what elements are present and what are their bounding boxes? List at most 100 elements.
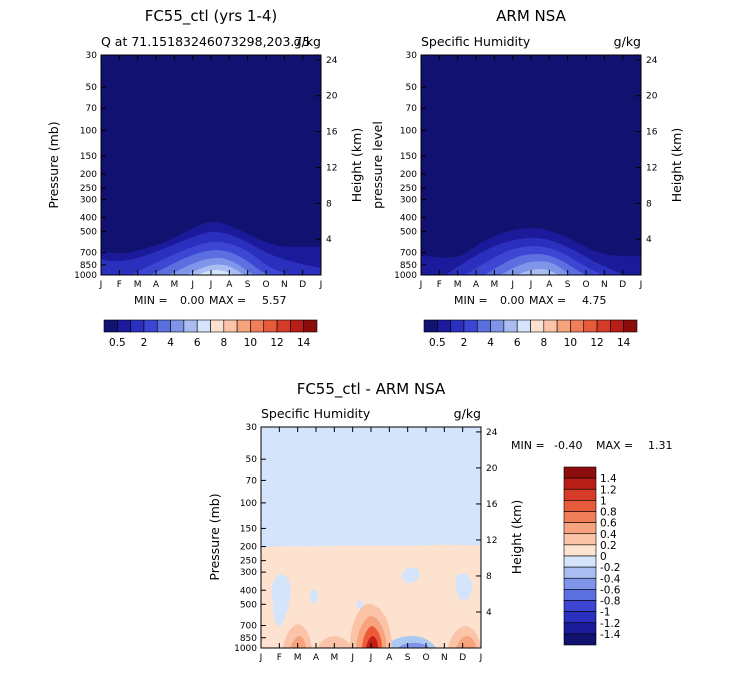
obs-ptick-label: 70	[406, 104, 418, 114]
panel-model-subtitle: Q at 71.15183246073298,203.75	[101, 34, 310, 49]
model-xtick-label: N	[281, 280, 288, 290]
colorbar-diff-label: 0	[600, 551, 607, 563]
colorbar-model-label: 2	[141, 337, 148, 349]
model-htick-label: 16	[326, 128, 338, 138]
panel-model-max-value: 5.57	[262, 294, 287, 307]
model-htick-label: 24	[326, 56, 338, 66]
panel-obs-max-label: MAX =	[529, 294, 566, 307]
obs-ptick-label: 250	[400, 184, 417, 194]
model-htick-label: 4	[326, 235, 332, 245]
panel-diff-max-label: MAX =	[596, 439, 633, 452]
colorbar-model-swatch	[223, 319, 238, 333]
colorbar-obs-label: 8	[540, 337, 547, 349]
colorbar-diff-label: -0.2	[600, 562, 621, 574]
colorbar-model-swatch	[210, 319, 225, 333]
obs-ptick-label: 850	[400, 261, 417, 271]
colorbar-obs-label: 0.5	[429, 337, 446, 349]
diff-xtick-label: J	[369, 653, 373, 663]
colorbar-diff-label: 1.2	[600, 484, 617, 496]
colorbar-diff-label: 1	[600, 495, 607, 507]
panel-model-ylabel-left: Pressure (mb)	[46, 121, 61, 208]
panel-model-units: g/kg	[294, 34, 321, 49]
colorbar-model-swatch	[236, 319, 251, 333]
panel-model-title: FC55_ctl (yrs 1-4)	[145, 7, 278, 26]
diff-ptick-label: 200	[240, 543, 257, 553]
model-ptick-label: 70	[86, 104, 98, 114]
colorbar-obs-swatch	[623, 319, 638, 333]
colorbar-model-swatch	[130, 319, 145, 333]
colorbar-model-label: 12	[270, 337, 283, 349]
panel-model-max-label: MAX =	[209, 294, 246, 307]
model-htick-label: 20	[326, 92, 338, 102]
colorbar-obs-swatch	[503, 319, 518, 333]
colorbar-obs-swatch	[423, 319, 438, 333]
obs-xtick-label: J	[419, 280, 423, 290]
colorbar-model-label: 8	[220, 337, 227, 349]
colorbar-model-swatch	[250, 319, 265, 333]
colorbar-model-swatch	[276, 319, 291, 333]
panel-model-min-label: MIN =	[134, 294, 168, 307]
model-ptick-label: 500	[80, 228, 97, 238]
diff-ptick-label: 300	[240, 568, 257, 578]
colorbar-obs-swatch	[450, 319, 465, 333]
obs-ptick-label: 500	[400, 228, 417, 238]
colorbar-model-label: 0.5	[109, 337, 126, 349]
obs-ptick-label: 1000	[394, 271, 417, 281]
colorbar-diff-label: 0.8	[600, 507, 617, 519]
diff-ptick-label: 150	[240, 524, 257, 534]
colorbar-obs-swatch	[596, 319, 611, 333]
colorbar-diff-swatch	[563, 633, 597, 646]
colorbar-obs-swatch	[583, 319, 598, 333]
panel-diff-units: g/kg	[454, 406, 481, 421]
obs-xtick-label: S	[565, 280, 571, 290]
obs-ptick-label: 30	[406, 51, 418, 61]
panel-obs-min-label: MIN =	[454, 294, 488, 307]
colorbar-diff-swatch	[563, 500, 597, 512]
colorbar-model-swatch	[263, 319, 278, 333]
colorbar-model-swatch	[117, 319, 131, 333]
colorbar-model-label: 14	[297, 337, 311, 349]
diff-ptick-label: 400	[240, 586, 257, 596]
diff-ptick-label: 700	[240, 622, 257, 632]
panel-obs-max-value: 4.75	[582, 294, 607, 307]
diff-xtick-label: D	[459, 653, 466, 663]
colorbar-diff-swatch	[563, 544, 597, 557]
model-xtick-label: S	[245, 280, 251, 290]
obs-xtick-label: J	[510, 280, 514, 290]
obs-ptick-label: 50	[406, 83, 418, 93]
colorbar-model-label: 6	[194, 337, 201, 349]
model-ptick-label: 1000	[74, 271, 97, 281]
obs-ptick-label: 100	[400, 127, 417, 137]
obs-htick-label: 20	[646, 92, 658, 102]
colorbar-model-swatch	[183, 319, 198, 333]
colorbar-obs-label: 14	[617, 337, 631, 349]
model-xtick-label: F	[117, 280, 122, 290]
colorbar-diff-swatch	[563, 477, 597, 490]
panel-diff-ylabel-right: Height (km)	[509, 500, 524, 574]
diff-ptick-label: 30	[246, 423, 258, 433]
diff-ptick-label: 50	[246, 455, 258, 465]
diff-xtick-label: S	[405, 653, 411, 663]
model-ptick-label: 400	[80, 214, 97, 224]
diff-ptick-label: 100	[240, 499, 257, 509]
model-xtick-label: J	[99, 280, 103, 290]
colorbar-diff: 1.41.210.80.60.40.20-0.2-0.4-0.6-0.8-1-1…	[563, 466, 621, 646]
panel-diff-field	[261, 427, 481, 648]
obs-htick-label: 24	[646, 56, 658, 66]
colorbar-model-swatch	[170, 319, 185, 333]
diff-ptick-label: 500	[240, 600, 257, 610]
colorbar-obs-swatch	[530, 319, 545, 333]
colorbar-obs: 0.5 2 4 6 8 10 12 14	[423, 319, 638, 349]
model-xtick-label: J	[319, 280, 323, 290]
panel-diff-max-value: 1.31	[648, 439, 673, 452]
panel-obs-ylabel-right: Height (km)	[669, 128, 684, 202]
colorbar-diff-swatch	[563, 577, 597, 590]
obs-htick-label: 12	[646, 163, 657, 173]
model-xtick-label: A	[153, 280, 160, 290]
diff-ptick-label: 1000	[234, 644, 257, 654]
colorbar-model-swatch	[303, 319, 318, 333]
model-xtick-label: M	[134, 280, 142, 290]
panel-obs-field	[421, 55, 641, 275]
